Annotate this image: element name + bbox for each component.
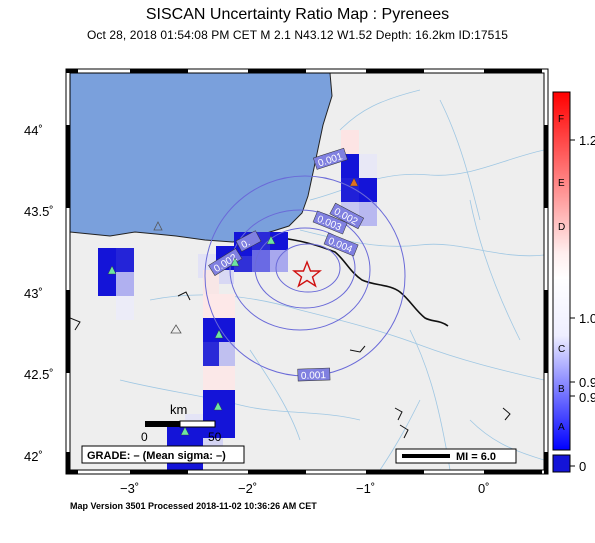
map-area: 0.001 0.002 0.003 0.004 0.002 0.001 — [70, 73, 544, 470]
station-triangle-icon — [107, 265, 117, 275]
mi-legend: MI = 6.0 — [395, 448, 517, 464]
mi-legend-text: MI = 6.0 — [456, 451, 496, 463]
station-triangle-icon — [153, 221, 163, 231]
lon-tick: −1˚ — [356, 481, 375, 496]
lat-tick: 44˚ — [24, 123, 43, 138]
scale-value: 0.9 — [579, 375, 595, 390]
lat-tick: 42.5˚ — [24, 367, 54, 382]
lat-tick: 43˚ — [24, 286, 43, 301]
grade-letter: D — [558, 222, 565, 233]
station-triangle-icon — [214, 329, 224, 339]
coast-fragment — [394, 407, 403, 421]
lat-tick: 42˚ — [24, 449, 43, 464]
coast-fragment — [502, 407, 511, 421]
national-border — [279, 237, 449, 327]
scale-start: 0 — [141, 430, 148, 444]
grade-letter: F — [558, 114, 564, 125]
scale-end: 50 — [208, 430, 222, 444]
grade-text: GRADE: – (Mean sigma: –) — [87, 450, 226, 462]
event-info: Oct 28, 2018 01:54:08 PM CET M 2.1 N43.1… — [86, 28, 508, 42]
grade-box: GRADE: – (Mean sigma: –) — [81, 445, 245, 464]
station-triangle-icon — [349, 177, 359, 187]
station-triangle-icon — [170, 324, 182, 334]
scale-value: 1.0 — [579, 311, 595, 326]
grade-letter: C — [558, 344, 565, 355]
lon-tick: −3˚ — [120, 481, 139, 496]
lon-tick: −2˚ — [238, 481, 257, 496]
map-version-footer: Map Version 3501 Processed 2018-11-02 10… — [70, 501, 317, 511]
grade-letter: B — [558, 384, 565, 395]
bay-of-biscay — [70, 73, 333, 243]
lon-tick: 0˚ — [478, 481, 490, 496]
color-scale: F E D C B A 1.2 1.0 0.9 0.9 0 — [552, 91, 595, 474]
station-triangle-icon — [180, 426, 190, 436]
epicenter-star-icon — [292, 260, 322, 288]
scale-value: 0.9 — [579, 390, 595, 405]
map-title: SISCAN Uncertainty Ratio Map : Pyrenees — [145, 6, 450, 23]
lat-tick: 43.5˚ — [24, 204, 54, 219]
coast-fragment — [177, 291, 191, 301]
scale-unit: km — [170, 402, 187, 417]
scale-bar: km 0 50 — [141, 402, 222, 444]
station-triangle-icon — [230, 257, 240, 267]
coast-fragment — [349, 345, 366, 353]
coast-fragment — [399, 424, 409, 439]
stations — [107, 177, 359, 436]
grade-letter: E — [558, 178, 565, 189]
coast-fragment — [70, 317, 81, 331]
contour-label: 0.001 — [301, 370, 327, 382]
station-triangle-icon — [266, 235, 276, 245]
rivers — [119, 89, 544, 470]
latitude-ticks: 44˚ 43.5˚ 43˚ 42.5˚ 42˚ — [24, 123, 54, 464]
map-frame — [65, 68, 549, 475]
grade-letter: A — [558, 422, 565, 433]
scale-value: 1.2 — [579, 133, 595, 148]
scale-value: 0 — [579, 459, 586, 474]
station-triangle-icon — [213, 401, 223, 411]
longitude-ticks: −3˚ −2˚ −1˚ 0˚ — [120, 481, 490, 496]
